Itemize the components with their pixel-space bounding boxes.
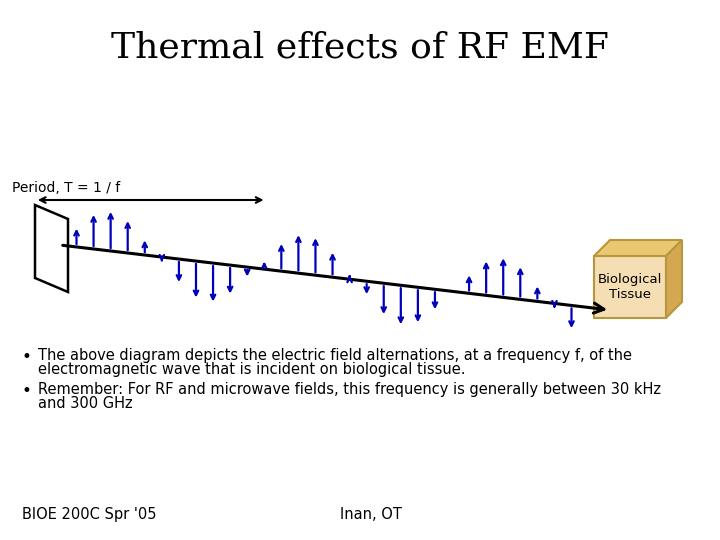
Text: Inan, OT: Inan, OT	[340, 507, 402, 522]
FancyBboxPatch shape	[594, 256, 666, 318]
Polygon shape	[594, 240, 682, 256]
Text: electromagnetic wave that is incident on biological tissue.: electromagnetic wave that is incident on…	[38, 362, 466, 377]
Text: and 300 GHz: and 300 GHz	[38, 396, 132, 411]
Text: Remember: For RF and microwave fields, this frequency is generally between 30 kH: Remember: For RF and microwave fields, t…	[38, 382, 661, 397]
Text: Biological
Tissue: Biological Tissue	[598, 273, 662, 301]
Text: Thermal effects of RF EMF: Thermal effects of RF EMF	[111, 30, 609, 64]
Text: •: •	[22, 382, 32, 400]
Text: The above diagram depicts the electric field alternations, at a frequency f, of : The above diagram depicts the electric f…	[38, 348, 632, 363]
Text: •: •	[22, 348, 32, 366]
Text: Period, T = 1 / f: Period, T = 1 / f	[12, 181, 120, 195]
Text: BIOE 200C Spr '05: BIOE 200C Spr '05	[22, 507, 156, 522]
Polygon shape	[666, 240, 682, 318]
